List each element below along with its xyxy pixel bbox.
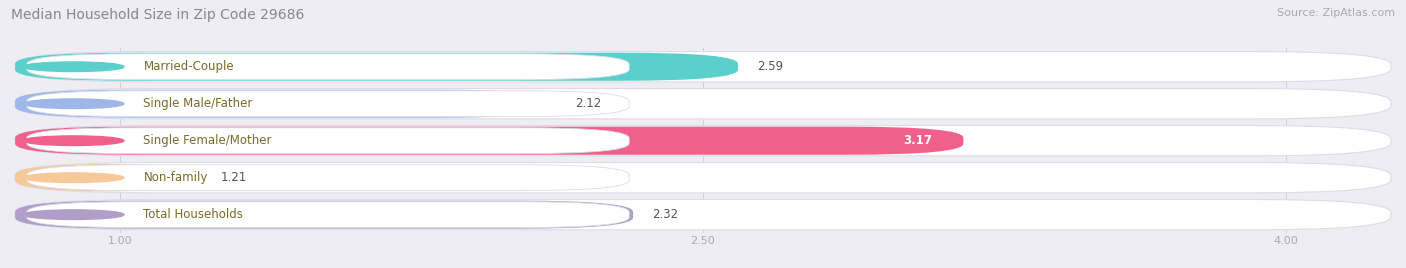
FancyBboxPatch shape	[15, 162, 1391, 193]
Text: Married-Couple: Married-Couple	[143, 60, 233, 73]
Text: Single Female/Mother: Single Female/Mother	[143, 134, 271, 147]
FancyBboxPatch shape	[27, 202, 628, 228]
FancyBboxPatch shape	[27, 165, 628, 191]
FancyBboxPatch shape	[15, 125, 1391, 156]
FancyBboxPatch shape	[27, 54, 628, 80]
Text: Median Household Size in Zip Code 29686: Median Household Size in Zip Code 29686	[11, 8, 305, 22]
FancyBboxPatch shape	[27, 128, 628, 154]
FancyBboxPatch shape	[15, 88, 1391, 119]
Circle shape	[22, 136, 124, 146]
FancyBboxPatch shape	[15, 164, 201, 192]
Circle shape	[22, 62, 124, 72]
FancyBboxPatch shape	[27, 91, 628, 117]
FancyBboxPatch shape	[15, 53, 738, 81]
Text: 2.32: 2.32	[652, 208, 679, 221]
Text: Source: ZipAtlas.com: Source: ZipAtlas.com	[1277, 8, 1395, 18]
Text: 1.21: 1.21	[221, 171, 247, 184]
Text: 2.12: 2.12	[575, 97, 600, 110]
FancyBboxPatch shape	[15, 51, 1391, 82]
Circle shape	[22, 173, 124, 183]
Text: 2.59: 2.59	[758, 60, 783, 73]
FancyBboxPatch shape	[15, 127, 963, 155]
Circle shape	[22, 99, 124, 109]
FancyBboxPatch shape	[15, 199, 1391, 230]
Text: Total Households: Total Households	[143, 208, 243, 221]
Text: 3.17: 3.17	[903, 134, 932, 147]
FancyBboxPatch shape	[15, 201, 633, 229]
Text: Single Male/Father: Single Male/Father	[143, 97, 253, 110]
FancyBboxPatch shape	[15, 90, 555, 118]
Circle shape	[22, 210, 124, 219]
Text: Non-family: Non-family	[143, 171, 208, 184]
